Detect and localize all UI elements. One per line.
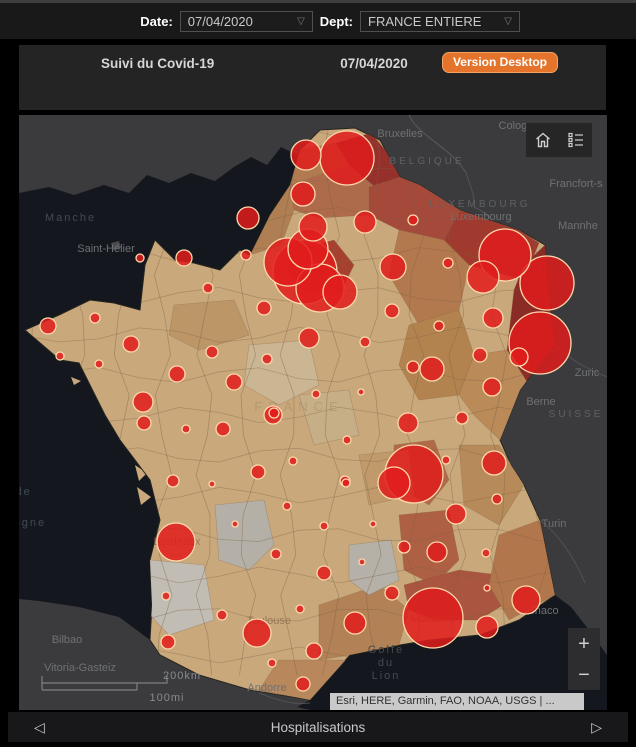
france-covid-map[interactable]: BruxellesBELGIQUECologneFrancfort-sLUXEM…: [19, 115, 607, 710]
svg-text:Golfe: Golfe: [368, 644, 404, 656]
svg-text:LUXEMBOURG: LUXEMBOURG: [429, 199, 530, 210]
svg-text:Saint-Hélier: Saint-Hélier: [77, 243, 135, 255]
next-indicator-button[interactable]: ▷: [591, 718, 602, 735]
legend-icon: [567, 132, 583, 148]
svg-text:100mi: 100mi: [150, 692, 185, 704]
svg-text:Vitoria-Gasteiz: Vitoria-Gasteiz: [44, 662, 116, 674]
svg-text:Andorre: Andorre: [247, 682, 286, 694]
indicator-bar: ◁ Hospitalisations ▷: [8, 712, 628, 742]
svg-text:Mannhe: Mannhe: [558, 220, 598, 232]
svg-text:Francfort-s: Francfort-s: [549, 178, 603, 190]
date-label: Date:: [140, 13, 173, 29]
svg-text:Turin: Turin: [542, 518, 567, 530]
svg-text:Manche: Manche: [45, 212, 96, 224]
legend-button[interactable]: [560, 124, 592, 157]
app-title: Suivi du Covid-19: [101, 56, 215, 71]
map-attribution: Esri, HERE, Garmin, FAO, NOAA, USGS | ..…: [330, 693, 584, 710]
top-bar: Date: 07/04/2020 ▽ Dept: FRANCE ENTIERE …: [0, 0, 636, 39]
svg-text:Berne: Berne: [526, 396, 555, 408]
indicator-label: Hospitalisations: [270, 719, 366, 735]
map-toolbar: [526, 123, 592, 157]
svg-text:BELGIQUE: BELGIQUE: [389, 156, 464, 167]
svg-text:200km: 200km: [163, 670, 201, 682]
chevron-down-icon: ▽: [297, 15, 305, 27]
dept-select-value: FRANCE ENTIERE: [368, 13, 482, 29]
svg-text:Bilbao: Bilbao: [52, 634, 83, 646]
date-select[interactable]: 07/04/2020 ▽: [179, 10, 313, 32]
svg-text:Lion: Lion: [372, 670, 401, 682]
chevron-down-icon: ▽: [504, 15, 512, 27]
svg-text:Zuric: Zuric: [575, 367, 600, 379]
map-panel[interactable]: Bruxelles BELGIQUE Cologne Francfort-s LUXEM…: [19, 115, 607, 710]
zoom-control: + −: [568, 628, 600, 690]
svg-text:Golfe de: Golfe de: [19, 486, 32, 498]
zoom-out-button[interactable]: −: [578, 663, 590, 686]
header-panel: Suivi du Covid-19 07/04/2020 Version Des…: [19, 45, 606, 110]
svg-text:du: du: [378, 657, 394, 669]
prev-indicator-button[interactable]: ◁: [34, 718, 45, 735]
zoom-in-button[interactable]: +: [578, 632, 590, 655]
svg-text:Luxembourg: Luxembourg: [450, 211, 511, 223]
version-desktop-button[interactable]: Version Desktop: [441, 52, 558, 73]
svg-text:Bruxelles: Bruxelles: [377, 128, 423, 140]
date-select-value: 07/04/2020: [187, 13, 253, 29]
home-button[interactable]: [527, 124, 559, 157]
header-date: 07/04/2020: [340, 56, 408, 71]
dept-label: Dept:: [319, 13, 353, 29]
svg-text:SUISSE: SUISSE: [549, 409, 604, 420]
svg-text:Gascogne: Gascogne: [19, 517, 46, 529]
dept-select[interactable]: FRANCE ENTIERE ▽: [360, 10, 520, 32]
home-icon: [535, 132, 550, 148]
